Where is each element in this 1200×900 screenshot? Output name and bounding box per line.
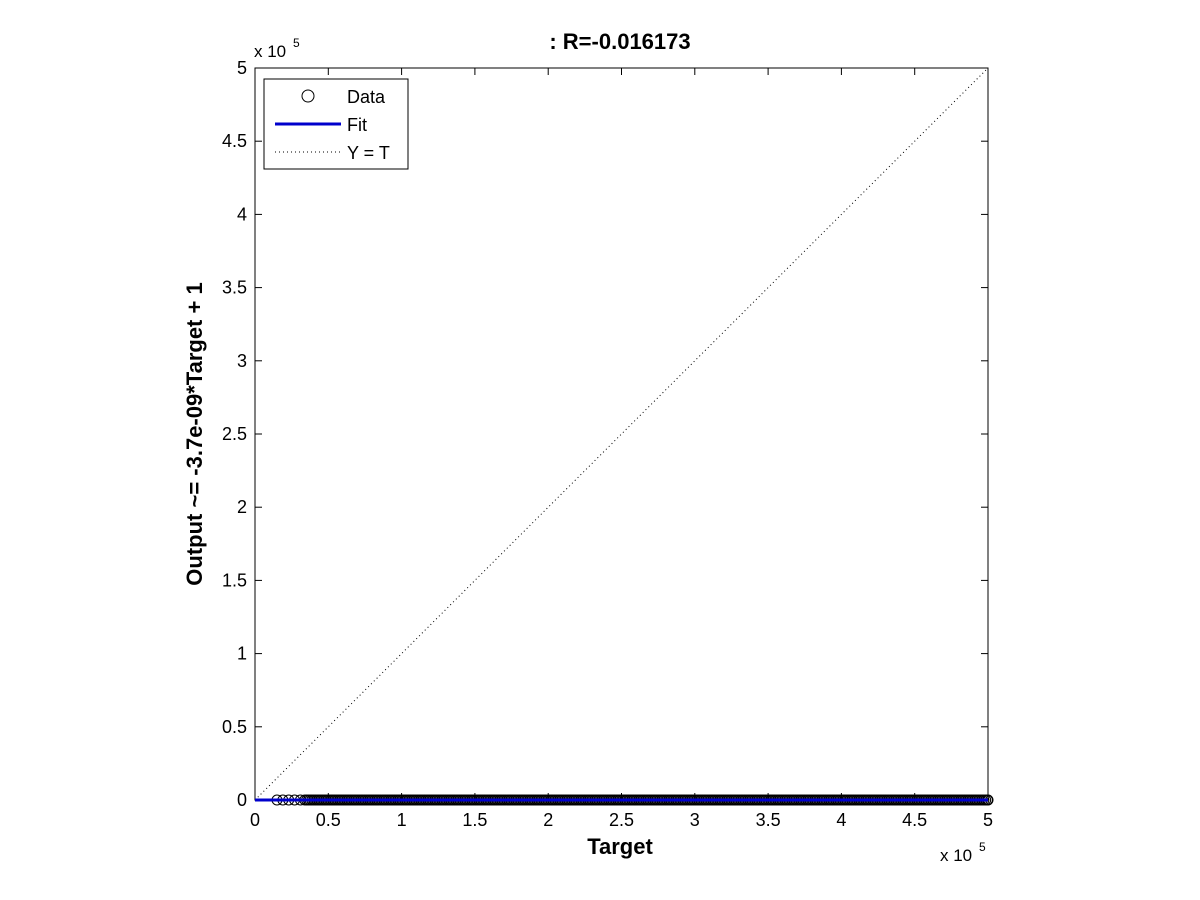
- chart-title: : R=-0.016173: [549, 29, 690, 54]
- y-tick-label: 5: [237, 58, 247, 78]
- x-tick-label: 5: [983, 810, 993, 830]
- x-tick-labels: 0 0.5 1 1.5 2 2.5 3 3.5 4 4.5 5: [250, 810, 993, 830]
- y-multiplier-exponent: 5: [293, 36, 300, 50]
- x-multiplier-base: x 10: [940, 846, 972, 865]
- x-tick-label: 1: [397, 810, 407, 830]
- legend: Data Fit Y = T: [263, 78, 409, 170]
- x-axis-title: Target: [587, 834, 653, 859]
- y-tick-label: 0: [237, 790, 247, 810]
- x-tick-label: 0: [250, 810, 260, 830]
- legend-data-marker: [301, 89, 315, 103]
- x-multiplier-exponent: 5: [979, 840, 986, 854]
- x-axis-multiplier: x 10 5: [940, 840, 986, 865]
- y-axis-multiplier: x 10 5: [254, 36, 300, 61]
- x-tick-label: 4: [836, 810, 846, 830]
- x-tick-label: 0.5: [316, 810, 341, 830]
- y-tick-label: 1.5: [222, 570, 247, 590]
- y-axis-title: Output ~= -3.7e-09*Target + 1: [182, 282, 207, 585]
- identity-line-layer: [254, 67, 989, 801]
- y-tick-label: 0.5: [222, 717, 247, 737]
- x-tick-label: 2.5: [609, 810, 634, 830]
- legend-label-identity: Y = T: [347, 143, 390, 163]
- y-tick-label: 3: [237, 351, 247, 371]
- legend-label-data: Data: [347, 87, 386, 107]
- x-tick-label: 2: [543, 810, 553, 830]
- y-tick-label: 1: [237, 644, 247, 664]
- legend-label-fit: Fit: [347, 115, 367, 135]
- y-tick-labels: 0 0.5 1 1.5 2 2.5 3 3.5 4 4.5 5: [222, 58, 247, 810]
- y-multiplier-base: x 10: [254, 42, 286, 61]
- x-tick-label: 3.5: [756, 810, 781, 830]
- x-tick-label: 1.5: [462, 810, 487, 830]
- x-tick-label: 4.5: [902, 810, 927, 830]
- y-tick-label: 2: [237, 497, 247, 517]
- x-tick-label: 3: [690, 810, 700, 830]
- y-tick-label: 2.5: [222, 424, 247, 444]
- y-tick-label: 4: [237, 204, 247, 224]
- y-tick-label: 4.5: [222, 131, 247, 151]
- y-tick-label: 3.5: [222, 278, 247, 298]
- identity-line: [254, 67, 989, 801]
